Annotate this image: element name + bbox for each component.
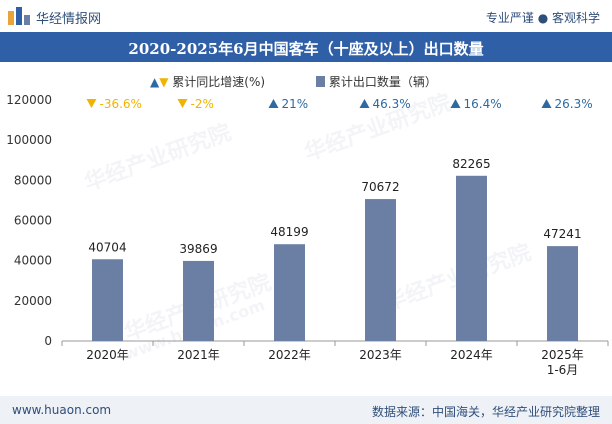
bar-value-label: 48199 — [270, 225, 308, 239]
bar — [456, 175, 487, 341]
triangle-down-icon: ▼ — [159, 75, 169, 89]
triangle-up-icon: ▲ — [150, 75, 160, 89]
data-source: 数据来源：中国海关，华经产业研究院整理 — [371, 405, 600, 419]
chart-title: 2020-2025年6月中国客车（十座及以上）出口数量 — [128, 40, 484, 58]
bar-value-label: 40704 — [88, 240, 126, 254]
x-tick-label: 1-6月 — [547, 363, 579, 377]
footer-url[interactable]: www.huaon.com — [12, 403, 112, 417]
growth-label: -2% — [191, 97, 214, 111]
y-tick-label: 100000 — [6, 133, 52, 147]
legend-growth: ▲▼ 累计同比增速(%) — [150, 73, 265, 90]
bar — [92, 259, 123, 341]
growth-label: 21% — [282, 97, 309, 111]
legend-volume-label: 累计出口数量（辆） — [328, 75, 437, 89]
x-tick-label: 2022年 — [268, 348, 311, 362]
y-tick-label: 20000 — [14, 294, 52, 308]
triangle-up-icon — [450, 99, 461, 108]
title-bar — [0, 32, 612, 62]
bar — [547, 246, 578, 341]
x-tick-label: 2025年 — [541, 348, 584, 362]
top-bar: 华经情报网 专业严谨 ● 客观科学 — [0, 0, 612, 32]
x-tick-label: 2023年 — [359, 348, 402, 362]
x-tick-label: 2021年 — [177, 348, 220, 362]
triangle-down-icon — [86, 99, 97, 108]
triangle-up-icon — [541, 99, 552, 108]
bar-value-label: 39869 — [179, 242, 217, 256]
y-tick-label: 60000 — [14, 214, 52, 228]
y-tick-label: 0 — [44, 334, 52, 348]
growth-label: 46.3% — [373, 97, 411, 111]
growth-label: 16.4% — [464, 97, 502, 111]
bar-value-label: 47241 — [543, 227, 581, 241]
triangle-up-icon — [268, 99, 279, 108]
y-tick-label: 80000 — [14, 173, 52, 187]
legend-growth-label: 累计同比增速(%) — [172, 75, 266, 89]
y-tick-label: 40000 — [14, 254, 52, 268]
bar — [365, 199, 396, 341]
x-tick-label: 2020年 — [86, 348, 129, 362]
growth-label: -36.6% — [100, 97, 142, 111]
legend-volume: 累计出口数量（辆） — [316, 73, 437, 90]
brand-name: 华经情报网 — [36, 12, 102, 27]
bar — [274, 244, 305, 341]
bar — [183, 260, 214, 341]
triangle-up-icon — [359, 99, 370, 108]
bar-value-label: 82265 — [452, 157, 490, 171]
footer — [0, 396, 612, 424]
bar-value-label: 70672 — [361, 180, 399, 194]
growth-label: 26.3% — [555, 97, 593, 111]
legend-bar-swatch — [316, 76, 325, 87]
x-tick-label: 2024年 — [450, 348, 493, 362]
logo-icon — [8, 7, 30, 25]
y-tick-label: 120000 — [6, 93, 52, 107]
slogan: 专业严谨 ● 客观科学 — [485, 11, 600, 25]
triangle-down-icon — [177, 99, 188, 108]
